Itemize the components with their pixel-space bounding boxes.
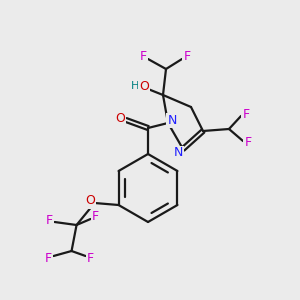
Text: N: N — [167, 113, 177, 127]
Text: F: F — [244, 136, 252, 149]
Text: F: F — [45, 253, 52, 266]
Text: N: N — [173, 146, 183, 160]
Text: F: F — [242, 107, 250, 121]
Text: F: F — [87, 253, 94, 266]
Text: O: O — [139, 80, 149, 92]
Text: F: F — [140, 50, 147, 62]
Text: H: H — [131, 81, 139, 91]
Text: O: O — [115, 112, 125, 124]
Text: O: O — [85, 194, 95, 208]
Text: F: F — [46, 214, 53, 226]
Text: F: F — [183, 50, 190, 62]
Text: F: F — [92, 211, 99, 224]
